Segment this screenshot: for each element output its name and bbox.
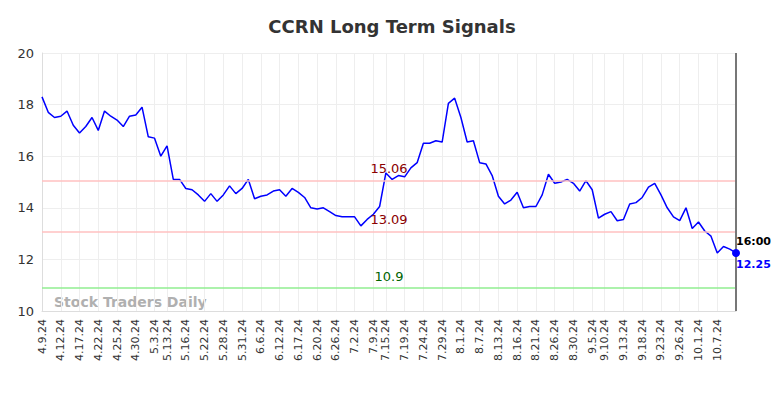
svg-text:4.17.24: 4.17.24 [73,319,86,361]
svg-text:9.10.24: 9.10.24 [598,319,611,361]
svg-text:10.1.24: 10.1.24 [692,319,705,361]
svg-text:15.06: 15.06 [370,161,407,176]
svg-text:8.16.24: 8.16.24 [511,319,524,361]
svg-text:5.16.24: 5.16.24 [179,319,192,361]
svg-text:5.31.24: 5.31.24 [236,319,249,361]
svg-text:7.9.24: 7.9.24 [367,319,380,354]
svg-text:7.29.24: 7.29.24 [436,319,449,361]
svg-text:6.6.24: 6.6.24 [254,319,267,354]
svg-text:9.5.24: 9.5.24 [586,319,599,354]
svg-text:13.09: 13.09 [370,212,407,227]
svg-text:10.9: 10.9 [375,269,404,284]
svg-text:5.3.24: 5.3.24 [148,319,161,354]
svg-text:9.13.24: 9.13.24 [617,319,630,361]
svg-text:8.7.24: 8.7.24 [473,319,486,354]
svg-text:16:00: 16:00 [736,235,771,248]
svg-text:5.28.24: 5.28.24 [217,319,230,361]
svg-text:9.18.24: 9.18.24 [636,319,649,361]
svg-text:20: 20 [17,46,34,61]
svg-text:6.17.24: 6.17.24 [292,319,305,361]
svg-text:7.15.24: 7.15.24 [379,319,392,361]
svg-text:7.2.24: 7.2.24 [348,319,361,354]
svg-text:4.9.24: 4.9.24 [36,319,49,354]
svg-text:12.25: 12.25 [736,258,771,271]
svg-text:9.23.24: 9.23.24 [654,319,667,361]
svg-text:4.25.24: 4.25.24 [111,319,124,361]
svg-text:10: 10 [17,304,34,319]
svg-text:9.26.24: 9.26.24 [673,319,686,361]
svg-text:7.19.24: 7.19.24 [398,319,411,361]
svg-text:8.30.24: 8.30.24 [567,319,580,361]
svg-text:4.30.24: 4.30.24 [129,319,142,361]
svg-text:10.7.24: 10.7.24 [711,319,724,361]
svg-text:18: 18 [17,97,34,112]
svg-text:6.20.24: 6.20.24 [311,319,324,361]
svg-text:CCRN Long Term Signals: CCRN Long Term Signals [268,16,515,37]
svg-text:6.26.24: 6.26.24 [329,319,342,361]
svg-text:Stock Traders Daily: Stock Traders Daily [54,294,207,310]
svg-text:5.13.24: 5.13.24 [161,319,174,361]
svg-text:4.12.24: 4.12.24 [54,319,67,361]
svg-text:8.13.24: 8.13.24 [492,319,505,361]
svg-text:8.21.24: 8.21.24 [529,319,542,361]
svg-text:7.24.24: 7.24.24 [417,319,430,361]
svg-text:16: 16 [17,149,34,164]
svg-text:8.1.24: 8.1.24 [454,319,467,354]
svg-text:14: 14 [17,200,34,215]
svg-text:5.22.24: 5.22.24 [198,319,211,361]
svg-text:4.22.24: 4.22.24 [92,319,105,361]
svg-text:6.12.24: 6.12.24 [273,319,286,361]
svg-text:8.26.24: 8.26.24 [548,319,561,361]
svg-text:12: 12 [17,252,34,267]
